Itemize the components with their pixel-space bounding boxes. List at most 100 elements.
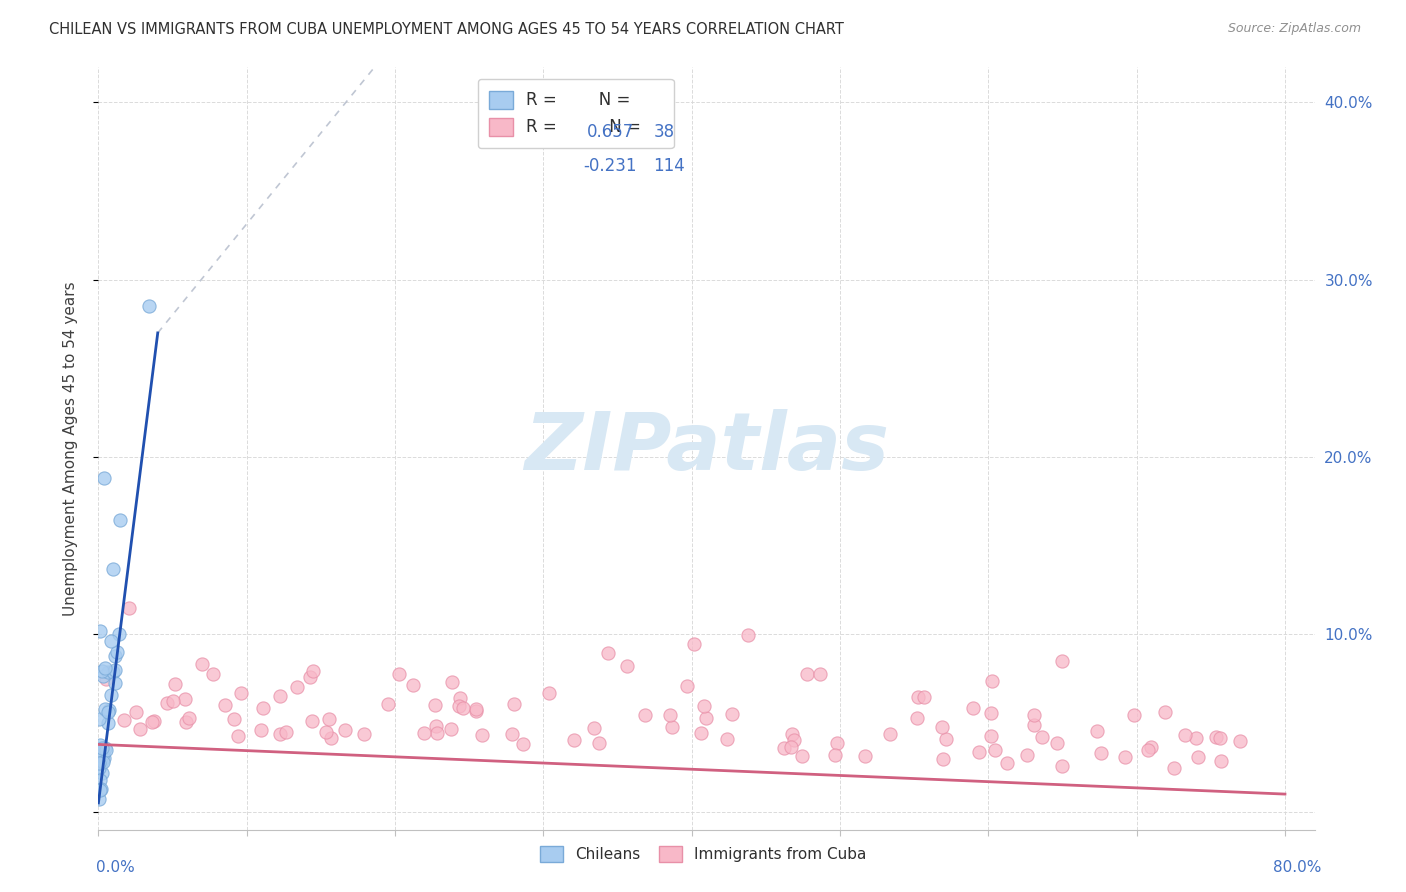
Point: [141, 715, 163, 730]
Point: [1085, 724, 1108, 739]
Point: [737, 628, 759, 642]
Point: [426, 725, 449, 739]
Point: [984, 743, 1007, 757]
Text: 80.0%: 80.0%: [1274, 861, 1322, 875]
Point: [104, 663, 127, 677]
Point: [269, 727, 291, 741]
Point: [661, 721, 683, 735]
Point: [980, 729, 1002, 743]
Point: [616, 659, 638, 673]
Point: [503, 697, 526, 711]
Point: [912, 690, 935, 705]
Point: [440, 675, 463, 690]
Point: [582, 722, 605, 736]
Point: [425, 719, 447, 733]
Point: [301, 714, 323, 728]
Point: [93, 751, 115, 765]
Point: [780, 727, 803, 741]
Point: [1139, 740, 1161, 755]
Point: [87, 761, 110, 775]
Point: [683, 637, 706, 651]
Point: [104, 675, 127, 690]
Text: -0.231: -0.231: [583, 157, 637, 176]
Point: [91, 668, 114, 682]
Point: [100, 689, 122, 703]
Point: [108, 627, 131, 641]
Point: [89, 791, 111, 805]
Point: [1022, 707, 1045, 722]
Point: [716, 732, 738, 747]
Point: [91, 740, 114, 755]
Point: [689, 725, 711, 739]
Point: [783, 732, 806, 747]
Point: [93, 470, 115, 484]
Point: [995, 756, 1018, 771]
Point: [790, 748, 813, 763]
Point: [1022, 718, 1045, 732]
Point: [89, 772, 111, 787]
Point: [423, 698, 446, 712]
Point: [1122, 707, 1144, 722]
Point: [967, 745, 990, 759]
Point: [214, 698, 236, 712]
Point: [91, 747, 114, 761]
Point: [201, 667, 224, 681]
Point: [1209, 731, 1232, 745]
Point: [89, 624, 111, 638]
Point: [89, 783, 111, 797]
Point: [1163, 761, 1185, 775]
Point: [377, 698, 399, 712]
Point: [90, 782, 112, 797]
Point: [97, 705, 120, 719]
Legend: Chileans, Immigrants from Cuba: Chileans, Immigrants from Cuba: [534, 839, 872, 868]
Point: [1187, 750, 1209, 764]
Text: 38: 38: [654, 123, 675, 141]
Point: [634, 708, 657, 723]
Point: [981, 674, 1004, 689]
Point: [226, 730, 249, 744]
Point: [91, 756, 114, 770]
Point: [87, 756, 110, 771]
Point: [449, 698, 471, 713]
Point: [162, 694, 184, 708]
Point: [1031, 730, 1053, 744]
Point: [413, 725, 436, 739]
Y-axis label: Unemployment Among Ages 45 to 54 years: Unemployment Among Ages 45 to 54 years: [63, 281, 77, 615]
Point: [693, 699, 716, 714]
Point: [269, 689, 291, 703]
Point: [824, 748, 846, 763]
Point: [853, 749, 876, 764]
Point: [276, 725, 298, 739]
Point: [101, 561, 124, 575]
Point: [177, 711, 200, 725]
Point: [97, 665, 120, 680]
Text: 114: 114: [654, 157, 685, 176]
Text: 0.657: 0.657: [586, 123, 634, 141]
Point: [104, 649, 127, 664]
Point: [879, 727, 901, 741]
Point: [562, 732, 585, 747]
Point: [335, 723, 357, 738]
Point: [537, 686, 560, 700]
Legend: R =        N =    , R =          N =    : R = N = , R = N =: [478, 79, 673, 148]
Point: [252, 700, 274, 714]
Point: [588, 736, 610, 750]
Point: [96, 673, 118, 687]
Point: [676, 679, 699, 693]
Point: [302, 664, 325, 678]
Point: [796, 666, 818, 681]
Point: [1209, 754, 1232, 768]
Point: [471, 728, 494, 742]
Point: [156, 696, 179, 710]
Point: [1052, 654, 1074, 668]
Point: [174, 715, 197, 730]
Point: [97, 703, 120, 717]
Point: [598, 646, 620, 660]
Point: [1090, 747, 1112, 761]
Point: [1154, 706, 1177, 720]
Point: [451, 700, 474, 714]
Point: [935, 731, 957, 746]
Point: [89, 712, 111, 726]
Point: [97, 715, 120, 730]
Point: [94, 701, 117, 715]
